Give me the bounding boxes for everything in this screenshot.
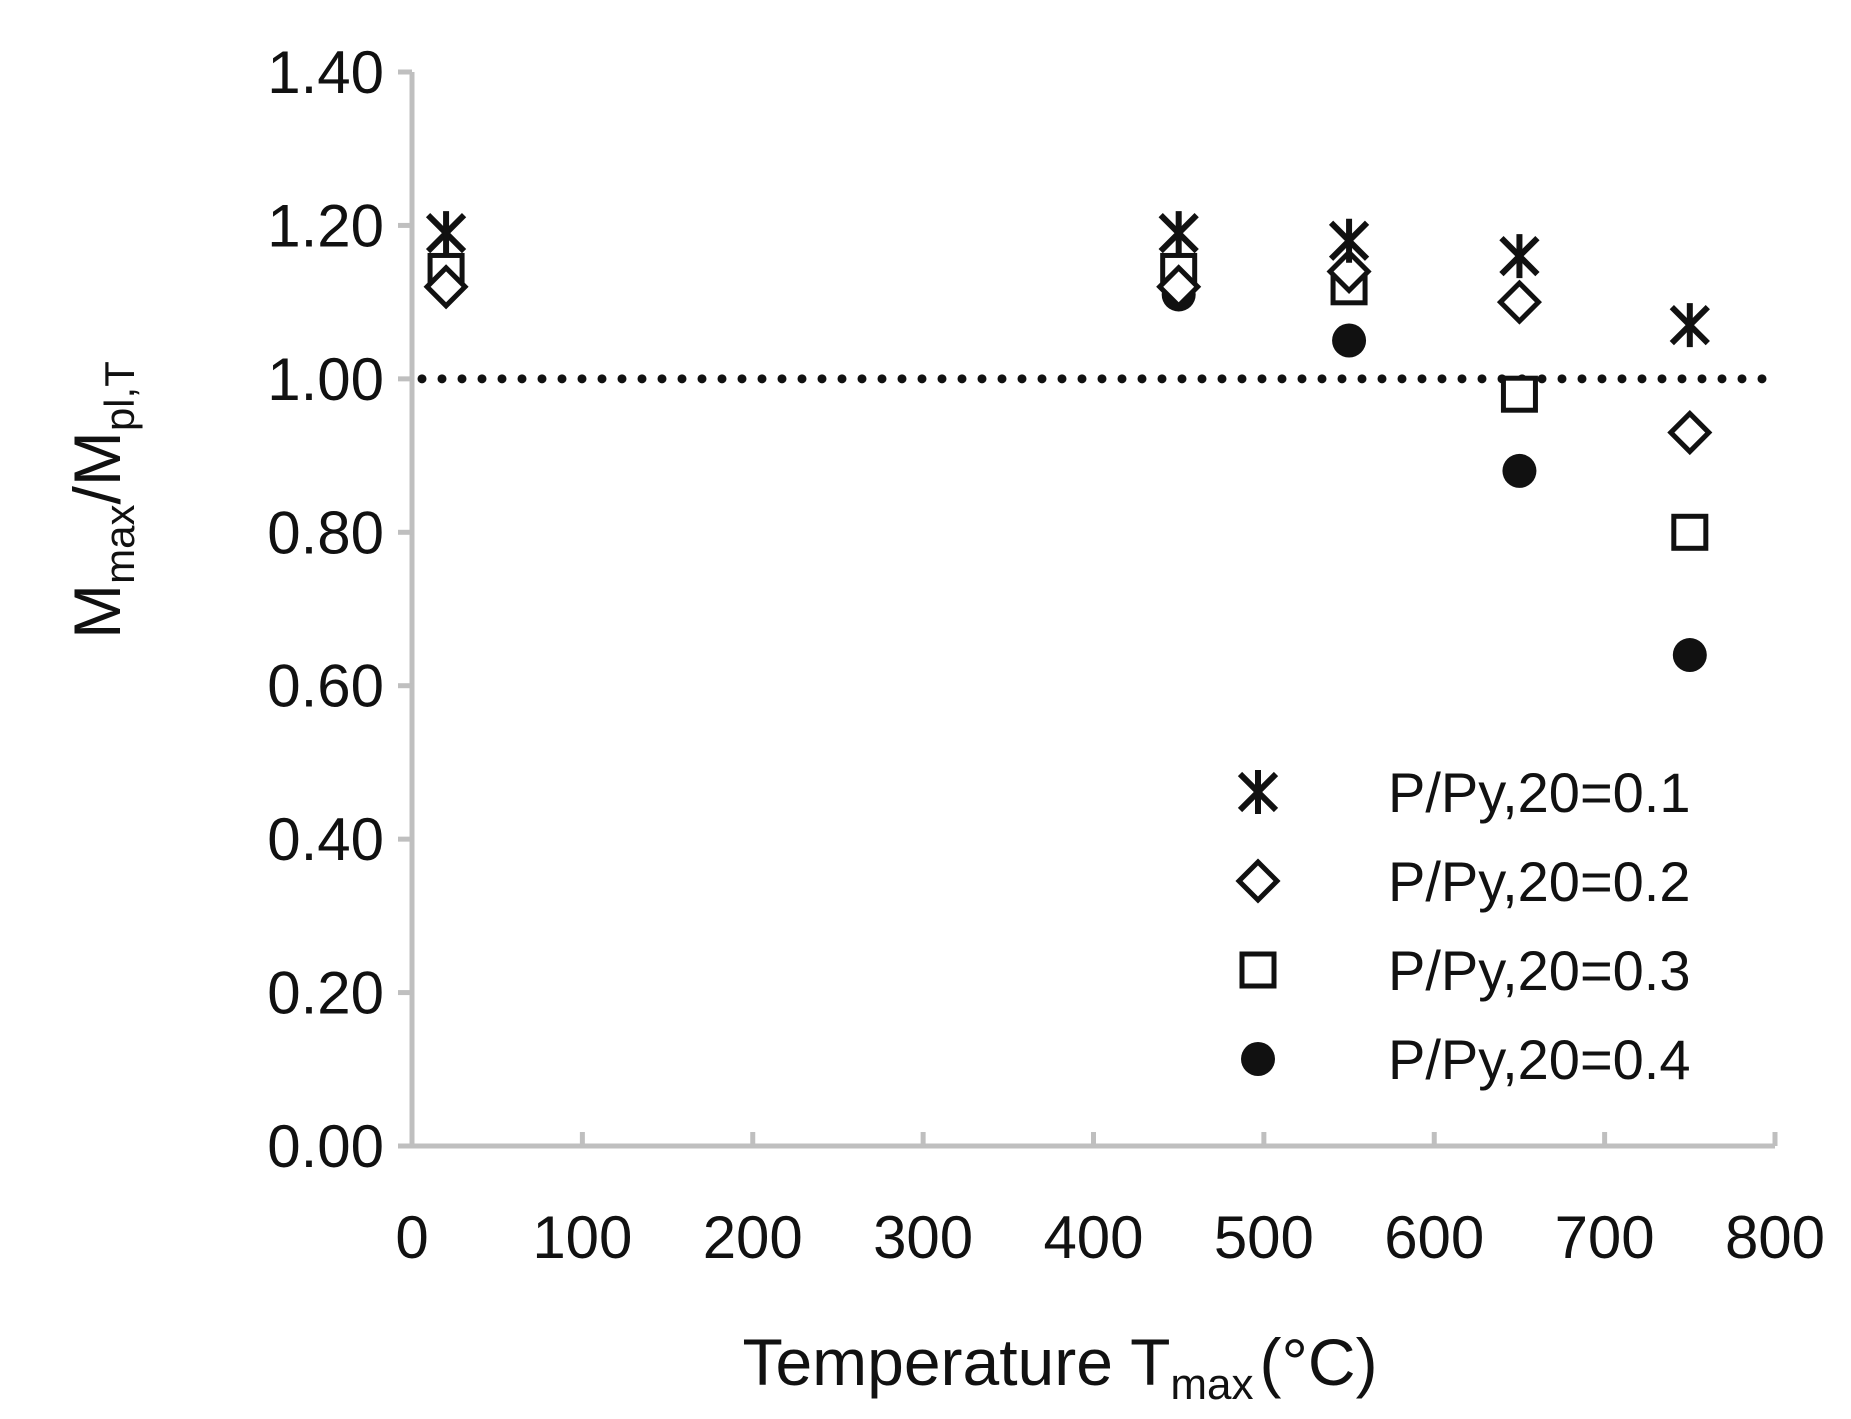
y-axis-title-slash: / [60,486,134,505]
data-point-circle [1332,323,1367,358]
x-axis-title-suffix: (°C) [1260,1325,1378,1399]
data-points [423,211,1713,673]
x-axis-title-main: Temperature T [742,1325,1170,1399]
legend-marker-circle [1241,1042,1275,1076]
diamond-shape [1156,264,1202,310]
data-point-diamond [1667,410,1713,456]
data-point-asterisk [1328,218,1370,263]
data-point-asterisk [1499,234,1540,279]
x-tick-label: 500 [1214,1204,1314,1271]
x-axis-title: Temperature Tmax(°C) [742,1325,1377,1409]
y-axis-title: Mmax/Mpl,T [60,361,143,639]
data-point-square [1671,513,1709,551]
y-tick-label: 0.20 [267,960,384,1027]
data-point-circle [1502,453,1537,488]
data-point-diamond [1326,248,1372,294]
circle-shape [1502,453,1537,488]
y-tick-label: 0.60 [267,653,384,720]
data-point-circle [1672,638,1707,673]
y-tick-label: 0.40 [267,806,384,873]
x-tick-label: 600 [1384,1204,1484,1271]
circle-shape [1241,1042,1275,1076]
x-tick-label: 0 [395,1204,428,1271]
y-axis-title-m1: M [60,584,134,639]
y-tick-label: 1.00 [267,346,384,413]
legend-marker-asterisk [1237,770,1279,814]
legend-marker-square [1239,951,1277,989]
x-axis-title-sub: max [1170,1360,1253,1409]
x-tick-label: 100 [532,1204,632,1271]
diamond-shape [1326,248,1372,294]
data-point-asterisk [1669,303,1710,348]
square-shape [1671,513,1709,551]
data-point-diamond [1496,279,1542,325]
legend-label: P/Py,20=0.2 [1388,850,1691,913]
square-shape [1500,375,1538,413]
data-point-square [1500,375,1538,413]
diamond-shape [423,264,469,310]
data-point-diamond [1156,264,1202,310]
legend-label: P/Py,20=0.4 [1388,1028,1691,1091]
y-axis-title-m2: M [60,431,134,486]
square-shape [1239,951,1277,989]
x-tick-label: 300 [873,1204,973,1271]
y-tick-label: 1.40 [267,39,384,106]
circle-shape [1332,323,1367,358]
legend-label: P/Py,20=0.1 [1388,761,1691,824]
x-tick-label: 400 [1043,1204,1143,1271]
x-tick-label: 700 [1555,1204,1655,1271]
y-tick-label: 1.20 [267,192,384,259]
data-point-asterisk [425,211,467,256]
data-point-diamond [423,264,469,310]
legend: P/Py,20=0.1 P/Py,20=0.2 P/Py,20=0.3 P/Py,20… [1235,761,1691,1091]
diamond-shape [1496,279,1542,325]
circle-shape [1672,638,1707,673]
diamond-shape [1667,410,1713,456]
data-point-asterisk [1158,211,1199,256]
y-tick-label: 0.80 [267,499,384,566]
legend-label: P/Py,20=0.3 [1388,939,1691,1002]
y-axis-title-sub2: pl,T [96,361,143,431]
x-tick-label: 800 [1725,1204,1825,1271]
legend-marker-diamond [1235,858,1281,904]
diamond-shape [1235,858,1281,904]
y-tick-label: 0.00 [267,1113,384,1180]
y-axis-title-sub1: max [96,505,143,584]
axes: 0.00 0.20 0.40 0.60 0.80 1.00 1.20 1.40 0 100 200 3… [267,39,1825,1271]
x-tick-label: 200 [703,1204,803,1271]
